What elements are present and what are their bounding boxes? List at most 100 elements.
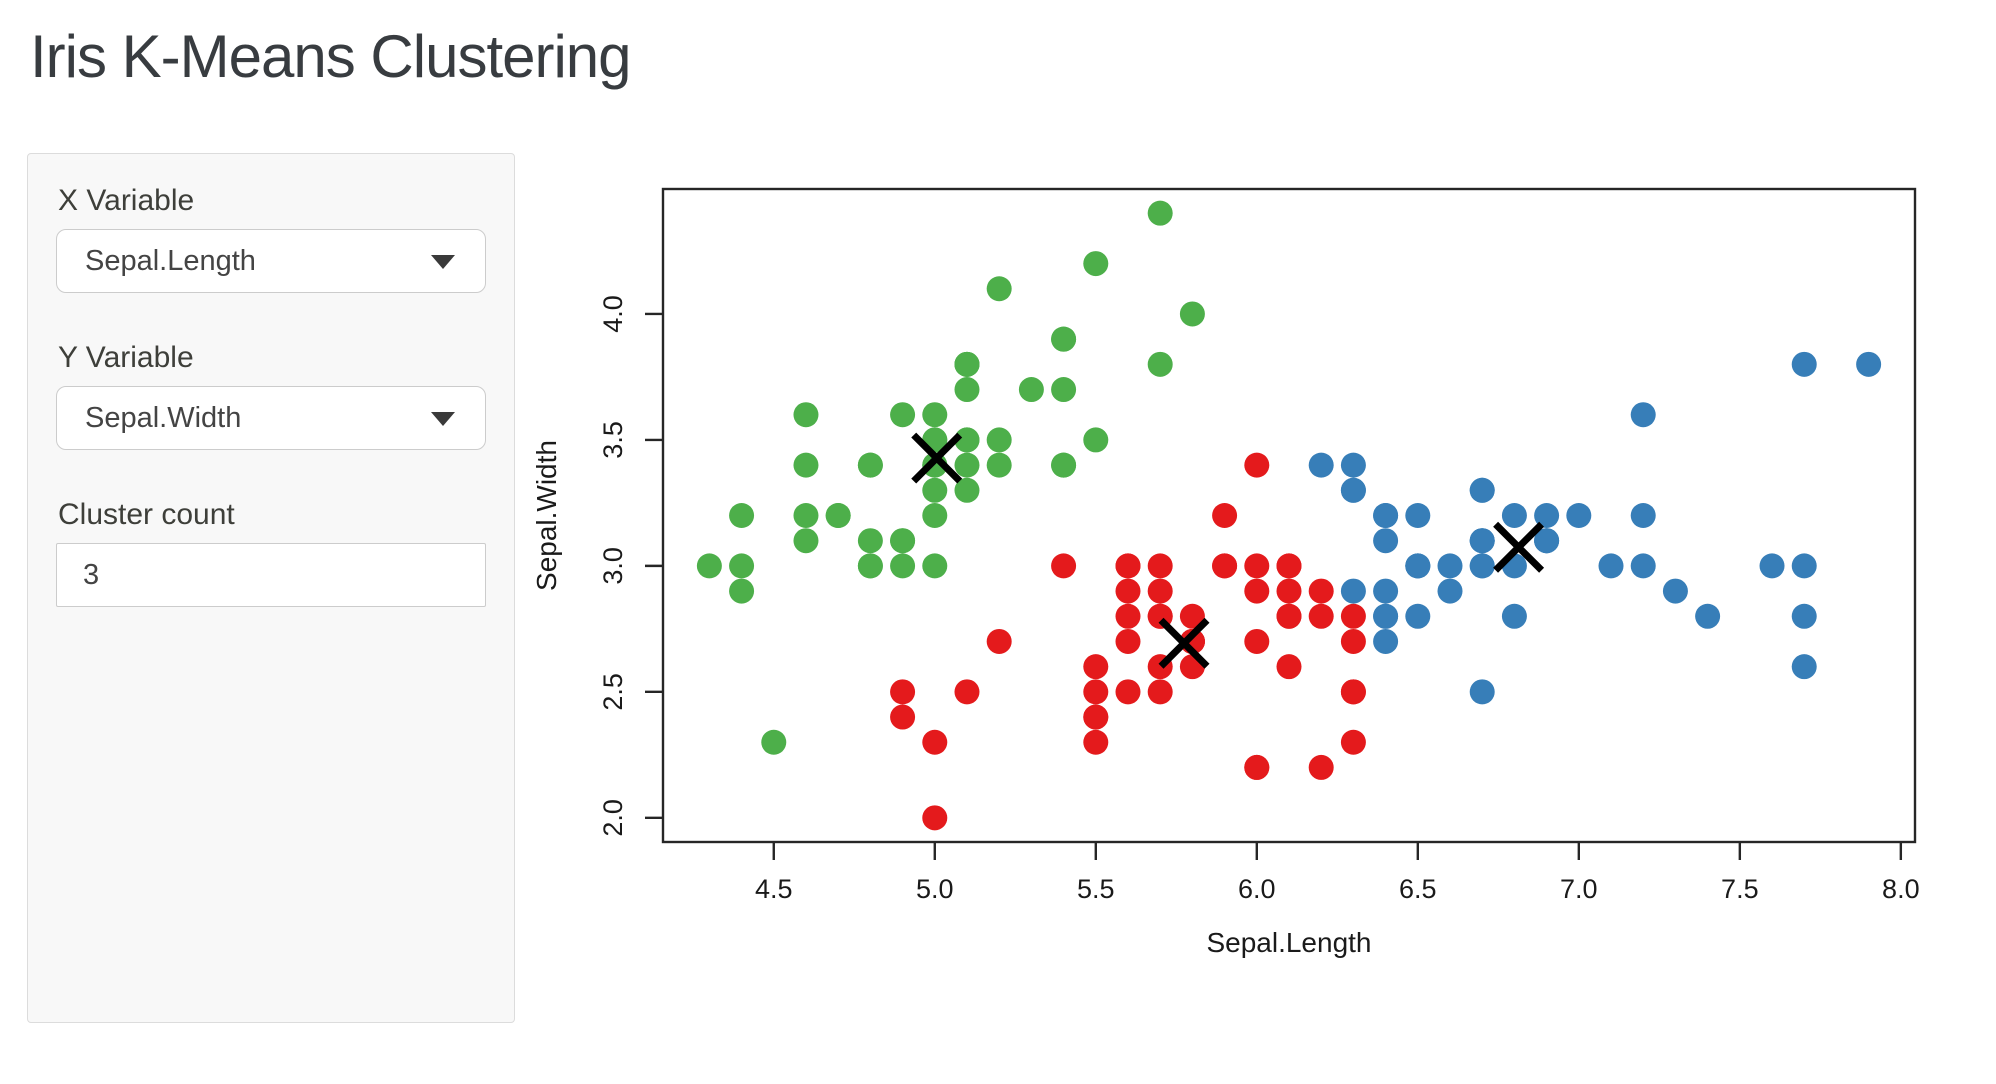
sidebar-panel: X Variable Sepal.Length Y Variable Sepal…	[27, 153, 515, 1023]
data-point	[1534, 528, 1560, 554]
data-point	[890, 528, 916, 554]
data-point	[890, 679, 916, 705]
data-point	[1630, 402, 1656, 428]
x-variable-selected-value: Sepal.Length	[85, 244, 256, 277]
data-point	[1340, 452, 1366, 478]
data-point	[1791, 351, 1817, 377]
data-point	[1501, 503, 1527, 528]
data-point	[1244, 578, 1270, 604]
data-point	[1695, 603, 1721, 629]
x-axis-tick-label: 7.0	[1560, 874, 1598, 904]
data-point	[793, 452, 819, 478]
page-title: Iris K-Means Clustering	[30, 23, 632, 90]
cluster-count-group: Cluster count	[56, 498, 486, 607]
data-point	[1276, 553, 1302, 579]
data-point	[729, 503, 755, 528]
data-point	[729, 578, 755, 604]
data-point	[1083, 704, 1109, 730]
data-point	[954, 679, 980, 705]
data-point	[1469, 553, 1495, 579]
data-point	[986, 628, 1012, 654]
data-point	[1373, 503, 1399, 528]
data-point	[857, 452, 883, 478]
data-point	[1340, 679, 1366, 705]
data-point	[954, 377, 980, 403]
x-variable-group: X Variable Sepal.Length	[56, 184, 486, 293]
data-point	[922, 402, 948, 428]
data-point	[857, 553, 883, 579]
data-point	[1856, 351, 1882, 377]
data-point	[1405, 553, 1431, 579]
data-point	[1566, 503, 1592, 528]
data-point	[954, 351, 980, 377]
data-point	[954, 477, 980, 503]
data-point	[1244, 553, 1270, 579]
y-axis-tick-label: 3.0	[598, 547, 628, 585]
y-axis-tick-label: 3.5	[598, 421, 628, 459]
data-point	[857, 528, 883, 554]
data-point	[1147, 553, 1173, 579]
x-axis-tick-label: 4.5	[755, 874, 793, 904]
y-axis-tick-label: 2.5	[598, 673, 628, 711]
data-point	[793, 503, 819, 528]
x-axis-tick-label: 5.0	[916, 874, 954, 904]
data-point	[922, 503, 948, 528]
data-point	[986, 276, 1012, 302]
data-point	[1212, 503, 1238, 528]
x-variable-label: X Variable	[58, 184, 195, 217]
chevron-down-icon	[431, 412, 455, 426]
data-point	[1308, 452, 1334, 478]
data-point	[1501, 603, 1527, 629]
data-point	[1115, 603, 1141, 629]
data-point	[1308, 603, 1334, 629]
cluster-count-input[interactable]	[56, 543, 486, 607]
data-point	[793, 402, 819, 428]
cluster-center-marker	[1158, 617, 1210, 669]
cluster-center-marker	[1493, 521, 1545, 573]
data-point	[1083, 251, 1109, 277]
data-point	[1051, 553, 1077, 579]
data-point	[1083, 729, 1109, 755]
data-point	[1630, 553, 1656, 579]
y-variable-label: Y Variable	[58, 341, 194, 374]
y-variable-select[interactable]: Sepal.Width	[56, 386, 486, 450]
x-axis-tick-label: 6.0	[1238, 874, 1276, 904]
y-axis-title: Sepal.Width	[531, 440, 562, 591]
data-point	[1212, 553, 1238, 579]
data-point	[1115, 628, 1141, 654]
data-point	[1340, 628, 1366, 654]
data-point	[1147, 351, 1173, 377]
data-point	[1791, 654, 1817, 680]
data-point	[1469, 477, 1495, 503]
data-point	[1083, 427, 1109, 453]
data-point	[1373, 578, 1399, 604]
x-axis-tick-label: 6.5	[1399, 874, 1437, 904]
x-variable-select[interactable]: Sepal.Length	[56, 229, 486, 293]
data-point	[1115, 679, 1141, 705]
data-point	[1759, 553, 1785, 579]
data-point	[922, 729, 948, 755]
data-point	[1340, 477, 1366, 503]
data-point	[954, 452, 980, 478]
data-point	[890, 553, 916, 579]
data-point	[1244, 754, 1270, 780]
data-point	[1051, 377, 1077, 403]
data-point	[729, 553, 755, 579]
data-point	[825, 503, 851, 528]
data-point	[1630, 503, 1656, 528]
y-variable-group: Y Variable Sepal.Width	[56, 341, 486, 450]
data-point	[890, 402, 916, 428]
data-point	[1244, 452, 1270, 478]
data-point	[954, 427, 980, 453]
data-point	[1083, 654, 1109, 680]
data-point	[1405, 603, 1431, 629]
data-point	[1437, 578, 1463, 604]
data-point	[1469, 679, 1495, 705]
data-point	[1373, 528, 1399, 554]
x-axis-title: Sepal.Length	[1206, 927, 1371, 958]
data-point	[1405, 503, 1431, 528]
data-point	[922, 805, 948, 831]
data-point	[1083, 679, 1109, 705]
